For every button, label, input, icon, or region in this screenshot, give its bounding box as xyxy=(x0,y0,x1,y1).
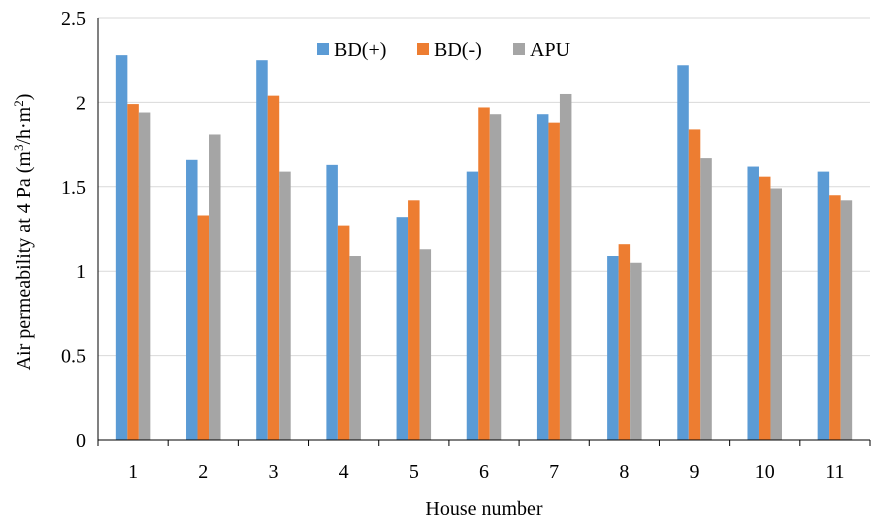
x-tick-label: 6 xyxy=(479,461,489,483)
axes xyxy=(97,18,871,446)
legend-swatch xyxy=(317,43,329,55)
legend-label: BD(-) xyxy=(434,39,482,61)
x-tick-label: 4 xyxy=(339,461,349,483)
legend-swatch xyxy=(417,43,429,55)
legend-label: APU xyxy=(530,39,571,61)
bar xyxy=(700,158,712,440)
bar xyxy=(115,55,128,441)
x-tick-label: 11 xyxy=(825,461,844,483)
bar xyxy=(758,176,771,440)
bar xyxy=(127,104,139,440)
y-tick-label: 0.5 xyxy=(61,346,86,368)
x-tick-label: 5 xyxy=(409,461,419,483)
bar xyxy=(770,188,782,440)
bars xyxy=(115,55,853,441)
y-axis-title: Air permeability at 4 Pa (m3/h·m2) xyxy=(11,94,36,371)
y-axis-title-sup1: 3 xyxy=(11,145,26,152)
bar xyxy=(326,164,338,440)
bar xyxy=(256,60,268,440)
bar xyxy=(747,166,759,440)
x-axis-title: House number xyxy=(425,498,543,520)
bar xyxy=(209,134,221,441)
bar xyxy=(267,95,280,440)
bar xyxy=(536,114,549,440)
y-axis-title-end: ) xyxy=(13,94,35,101)
bar xyxy=(618,244,631,440)
legend: BD(+) BD(-) APU xyxy=(317,39,571,61)
bar xyxy=(478,107,490,441)
y-tick-label: 1.5 xyxy=(61,177,86,199)
bar xyxy=(197,215,210,440)
x-tick-label: 7 xyxy=(549,461,559,483)
bar xyxy=(829,195,841,440)
bar xyxy=(419,249,432,440)
x-tick-label: 3 xyxy=(268,461,278,483)
y-axis-title-sup2: 2 xyxy=(11,100,26,107)
bar xyxy=(688,129,701,440)
bar xyxy=(408,200,420,440)
bar xyxy=(279,171,291,440)
bar xyxy=(138,112,151,440)
y-axis-title-main: Air permeability at 4 Pa (m xyxy=(13,151,35,371)
x-tick-label: 8 xyxy=(619,461,629,483)
y-tick-label: 0 xyxy=(76,430,86,452)
bar xyxy=(396,217,409,440)
y-axis-title-mid: /h·m xyxy=(13,106,35,144)
bar xyxy=(559,93,572,441)
bar xyxy=(607,256,619,440)
x-tick-labels: 1 2 3 4 5 6 7 8 9 10 11 xyxy=(128,461,844,483)
x-tick-label: 10 xyxy=(755,461,775,483)
bar xyxy=(466,171,479,440)
x-tick-label: 1 xyxy=(128,461,138,483)
bar xyxy=(840,200,853,440)
y-tick-label: 2 xyxy=(76,92,86,114)
bar xyxy=(548,122,560,440)
y-tick-label: 1 xyxy=(76,261,86,283)
y-tick-labels: 0 0.5 1 1.5 2 2.5 xyxy=(61,8,86,452)
bar xyxy=(489,114,502,440)
legend-label: BD(+) xyxy=(334,39,386,61)
y-tick-label: 2.5 xyxy=(61,8,86,30)
bar xyxy=(186,159,198,441)
x-tick-label: 2 xyxy=(198,461,208,483)
bar xyxy=(349,256,361,440)
bar xyxy=(337,225,350,440)
bar xyxy=(677,65,689,440)
legend-swatch xyxy=(513,43,525,55)
x-tick-label: 9 xyxy=(690,461,700,483)
bar xyxy=(630,262,642,440)
bar xyxy=(817,171,830,440)
